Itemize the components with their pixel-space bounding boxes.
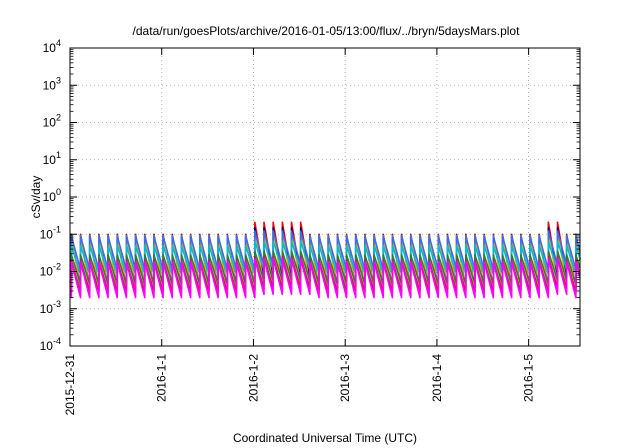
x-tick-label: 2016-1-1: [155, 354, 169, 402]
x-tick-label: 2016-1-5: [522, 354, 536, 402]
y-tick-base: 10: [43, 41, 57, 55]
y-tick-exponent: 4: [56, 38, 61, 48]
y-axis-label: cSv/day: [29, 176, 43, 219]
y-tick-exponent: 0: [56, 187, 61, 197]
chart-title: /data/run/goesPlots/archive/2016-01-05/1…: [133, 24, 521, 38]
x-tick-label: 2016-1-2: [246, 354, 260, 402]
y-tick-label: 10-2: [40, 262, 61, 279]
y-tick-exponent: -4: [53, 336, 61, 346]
y-tick-label: 102: [43, 113, 61, 130]
y-tick-base: 10: [43, 116, 57, 130]
y-tick-exponent: 2: [56, 113, 61, 123]
x-tick-label: 2015-12-31: [63, 354, 77, 416]
y-tick-label: 10-1: [40, 224, 61, 241]
y-tick-base: 10: [43, 78, 57, 92]
y-tick-base: 10: [40, 227, 54, 241]
y-tick-base: 10: [43, 153, 57, 167]
series-line-6: [69, 250, 581, 286]
y-tick-base: 10: [40, 302, 54, 316]
y-tick-base: 10: [40, 265, 54, 279]
y-tick-label: 10-4: [40, 336, 61, 353]
y-tick-label: 101: [43, 150, 61, 167]
series-line-5: [69, 240, 581, 275]
y-tick-exponent: 1: [56, 150, 61, 160]
x-axis: 2015-12-31 2016-1-1 2016-1-2 2016-1-3 2016-1…: [63, 48, 536, 415]
y-tick-exponent: -1: [53, 224, 61, 234]
x-axis-label: Coordinated Universal Time (UTC): [233, 431, 417, 445]
x-tick-label: 2016-1-4: [430, 354, 444, 402]
series-line-8: [69, 257, 581, 299]
plot-area: [69, 221, 581, 299]
y-tick-exponent: 3: [56, 75, 61, 85]
y-tick-label: 10-3: [40, 299, 61, 316]
y-tick-label: 104: [43, 38, 61, 55]
y-tick-exponent: -3: [53, 299, 61, 309]
series-line-4: [69, 230, 581, 271]
y-tick-exponent: -2: [53, 262, 61, 272]
y-tick-label: 100: [43, 187, 61, 204]
y-tick-label: 103: [43, 75, 61, 92]
y-tick-base: 10: [43, 190, 57, 204]
y-tick-base: 10: [40, 339, 54, 353]
x-tick-label: 2016-1-3: [338, 354, 352, 402]
